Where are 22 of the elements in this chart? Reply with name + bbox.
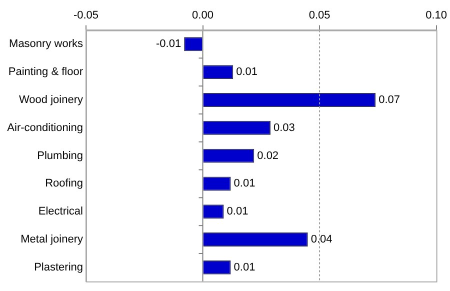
y-tick-label: Masonry works [9, 38, 84, 50]
x-tick-label: 0.00 [192, 10, 214, 22]
y-tick-label: Roofing [45, 178, 83, 190]
data-label: 0.01 [234, 178, 256, 190]
x-tick-label: -0.05 [73, 10, 99, 22]
y-tick-label: Painting & floor [8, 66, 84, 78]
data-label: 0.07 [378, 94, 400, 106]
y-tick-label: Wood joinery [19, 94, 84, 106]
y-tick-label: Plumbing [37, 150, 83, 162]
x-tick-label: 0.05 [308, 10, 330, 22]
data-label: 0.01 [234, 261, 256, 274]
y-tick-label: Air-conditioning [7, 122, 83, 134]
data-label: 0.01 [236, 66, 258, 78]
y-tick-label: Electrical [38, 206, 83, 218]
data-label: 0.03 [273, 122, 295, 134]
data-label: 0.01 [226, 206, 248, 218]
y-tick-label: Metal joinery [20, 234, 84, 246]
data-label: 0.04 [310, 234, 332, 246]
data-label: -0.01 [156, 38, 182, 50]
x-tick-label: 0.10 [426, 10, 448, 22]
data-label: 0.02 [257, 150, 279, 162]
y-tick-label: Plastering [34, 261, 83, 274]
